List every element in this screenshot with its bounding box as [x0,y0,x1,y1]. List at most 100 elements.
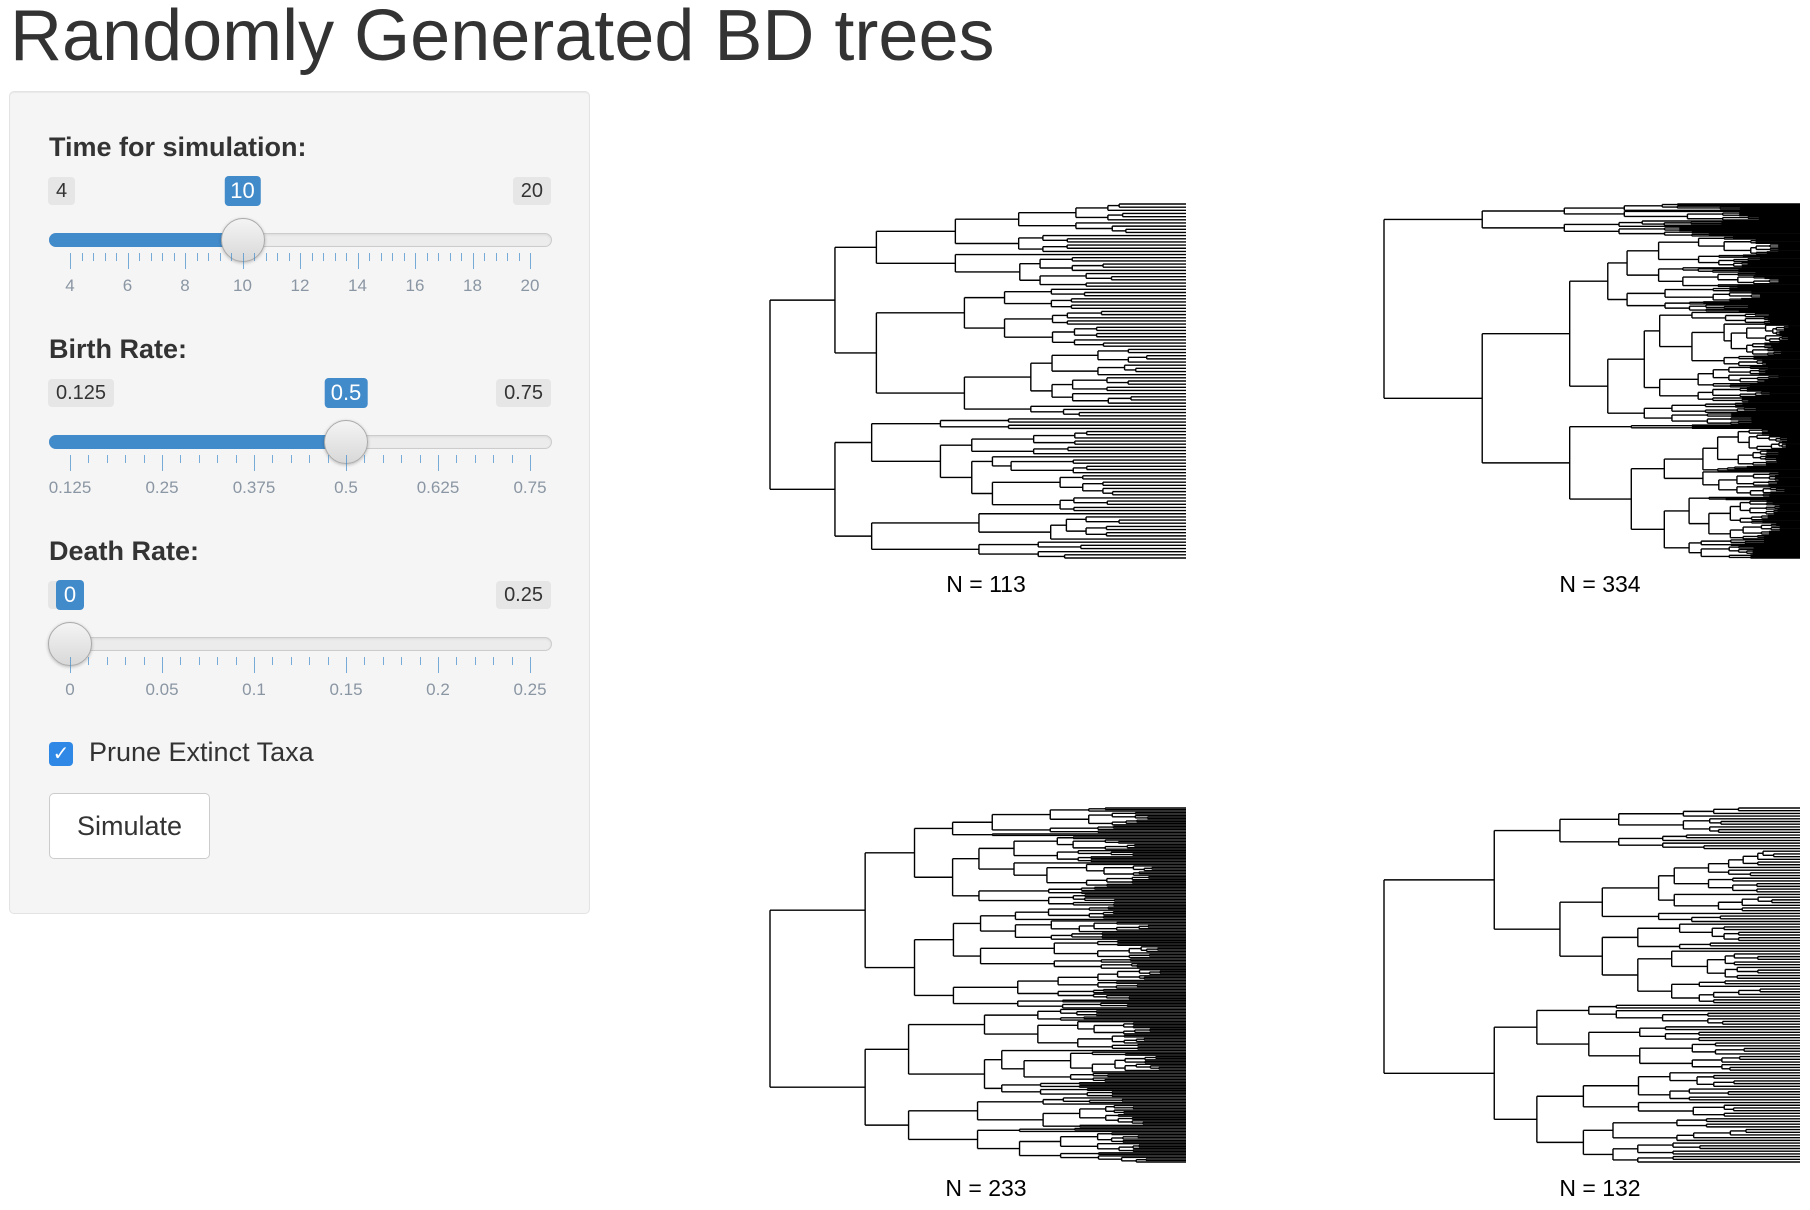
slider-major-tick [70,253,71,269]
slider-minor-tick [426,253,428,261]
slider-minor-tick [309,455,311,463]
slider-minor-tick [173,253,175,261]
slider-tick-label: 8 [180,276,190,295]
birth-min-label: 0.125 [48,379,115,407]
tree-caption-1: N = 113 [946,571,1026,597]
slider-tick-label: 0.2 [426,680,450,699]
tree-caption-4: N = 132 [1559,1175,1640,1201]
slider-major-tick [70,455,71,471]
slider-major-tick [254,657,255,673]
tree-plot-3 [769,807,1186,1163]
slider-minor-tick [419,657,421,665]
slider-minor-tick [288,253,290,261]
sidebar-panel: Time for simulation: 4 20 10 4 6 8 10 12 14 16… [9,91,590,914]
slider-minor-tick [309,657,311,665]
slider-minor-tick [323,253,324,261]
slider-minor-tick [235,657,237,665]
slider-tick-label: 18 [463,276,482,295]
prune-extinct-label[interactable]: Prune Extinct Taxa [89,737,314,767]
slider-tick-label: 0.75 [513,478,547,497]
slider-minor-tick [198,455,200,463]
page-title: Randomly Generated BD trees [10,0,995,76]
slider-major-tick [530,657,531,673]
slider-minor-tick [364,455,366,463]
time-value-badge: 10 [224,176,261,206]
tree-plots: N = 113 N = 334 N = 233 N = 132 [769,203,1800,1201]
slider-major-tick [162,657,163,673]
slider-minor-tick [474,657,476,665]
slider-minor-tick [272,657,274,665]
slider-tick-label: 0.05 [145,680,179,699]
slider-major-tick [242,253,244,269]
slider-minor-tick [380,253,382,261]
slider-minor-tick [254,253,255,261]
slider-minor-tick [392,253,393,261]
slider-minor-tick [235,455,237,463]
slider-minor-tick [449,253,451,261]
slider-major-tick [127,253,129,269]
slider-major-tick [254,455,255,471]
slider-minor-tick [88,657,90,665]
slider-minor-tick [493,657,495,665]
slider-tick-label: 6 [122,276,133,295]
slider-minor-tick [265,253,267,261]
tree-plot-4 [1383,807,1800,1163]
slider-minor-tick [382,657,384,665]
time-max-label: 20 [512,177,551,205]
slider-minor-tick [518,253,520,261]
slider-minor-tick [150,253,152,261]
slider-minor-tick [180,657,182,665]
slider-major-tick [162,455,163,471]
birth-value-badge: 0.5 [324,378,368,408]
slider-minor-tick [180,455,182,463]
tree-plot-2 [1383,203,1800,559]
death-slider-label: Death Rate: [49,536,200,566]
slider-minor-tick [272,455,274,463]
birth-max-label: 0.75 [496,379,551,407]
slider-minor-tick [196,253,198,261]
slider-minor-tick [334,253,336,261]
death-slider-track[interactable] [49,637,552,651]
slider-minor-tick [507,253,508,261]
slider-minor-tick [474,455,476,463]
slider-minor-tick [231,253,232,261]
slider-minor-tick [364,657,366,665]
slider-minor-tick [511,455,513,463]
slider-minor-tick [495,253,497,261]
slider-minor-tick [327,455,329,463]
slider-tick-label: 0.1 [242,680,266,699]
slider-minor-tick [327,657,329,665]
slider-minor-tick [456,455,458,463]
slider-major-tick [438,455,439,471]
slider-minor-tick [143,455,145,463]
slider-major-tick [70,657,71,673]
slider-major-tick [530,455,531,471]
slider-minor-tick [104,253,106,261]
slider-minor-tick [311,253,313,261]
slider-minor-tick [143,657,145,665]
slider-minor-tick [198,657,200,665]
slider-minor-tick [511,657,513,665]
slider-minor-tick [217,455,219,463]
slider-minor-tick [106,455,108,463]
time-min-label: 4 [48,177,76,205]
slider-minor-tick [88,455,90,463]
slider-tick-label: 0.25 [513,680,547,699]
checkmark-icon: ✓ [52,743,70,765]
death-max-label: 0.25 [496,581,551,609]
slider-major-tick [357,253,359,269]
slider-minor-tick [456,657,458,665]
slider-tick-label: 0.25 [145,478,179,497]
slider-minor-tick [419,455,421,463]
time-slider-label: Time for simulation: [49,132,307,162]
tree-caption-3: N = 233 [945,1175,1026,1201]
slider-tick-label: 0.625 [416,478,460,497]
slider-minor-tick [401,657,403,665]
slider-minor-tick [346,253,347,261]
slider-major-tick [438,657,439,673]
prune-extinct-checkbox[interactable]: ✓ [49,742,73,766]
slider-minor-tick [106,657,108,665]
simulate-button[interactable]: Simulate [49,793,210,859]
slider-minor-tick [484,253,485,261]
slider-minor-tick [139,253,140,261]
